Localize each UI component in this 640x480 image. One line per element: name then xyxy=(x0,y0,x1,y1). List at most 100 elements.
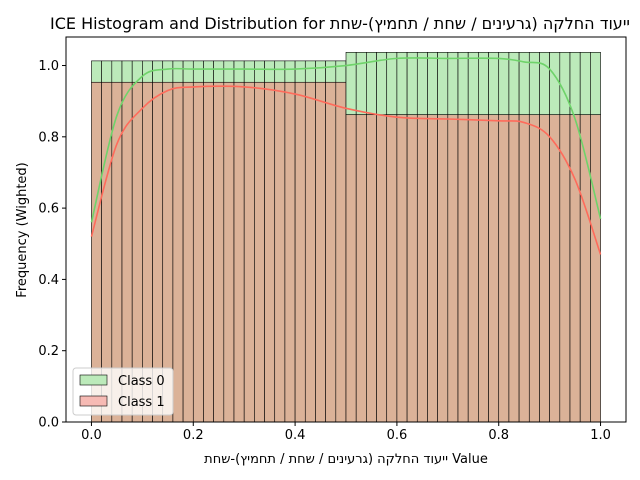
histogram-bar-class-0-49 xyxy=(590,52,601,116)
x-tick-label-1: 0.2 xyxy=(183,428,204,443)
histogram-bar-class-0-37 xyxy=(467,52,479,116)
legend-label-class-1: Class 1 xyxy=(118,395,165,410)
histogram-bar-overlap-32 xyxy=(416,114,428,423)
histogram-bar-class-0-47 xyxy=(569,52,581,116)
histogram-bar-overlap-9 xyxy=(182,81,194,423)
histogram-bar-overlap-47 xyxy=(569,114,581,423)
histogram-bar-overlap-49 xyxy=(590,114,601,423)
histogram-bar-overlap-14 xyxy=(233,81,245,423)
chart-title: ICE Histogram and Distribution for ייעוד… xyxy=(50,14,630,33)
kde-line-class-1 xyxy=(90,85,602,255)
histogram-bar-overlap-40 xyxy=(498,114,510,423)
histogram-bar-class-0-4 xyxy=(131,60,143,83)
histogram-bar-class-0-3 xyxy=(121,60,133,83)
histogram-bar-overlap-42 xyxy=(518,114,530,423)
histogram-bar-overlap-31 xyxy=(406,114,418,423)
legend-swatch-class-1 xyxy=(79,395,108,407)
histogram-bar-class-0-28 xyxy=(376,52,388,116)
legend-swatch-class-0 xyxy=(79,374,108,386)
histogram-bar-class-0-30 xyxy=(396,52,408,116)
histogram-bar-class-0-11 xyxy=(203,60,214,83)
histogram-bar-overlap-10 xyxy=(192,81,204,423)
x-tick-label-5: 1.0 xyxy=(590,428,611,443)
histogram-bar-overlap-28 xyxy=(376,114,388,423)
histogram-bar-overlap-27 xyxy=(366,114,377,423)
histogram-bar-class-0-41 xyxy=(508,52,520,116)
histogram-bar-class-0-9 xyxy=(182,60,194,83)
histogram-bar-overlap-48 xyxy=(579,114,591,423)
histogram-bar-overlap-39 xyxy=(488,114,500,423)
histogram-bar-class-0-40 xyxy=(498,52,510,116)
histogram-bar-overlap-33 xyxy=(427,114,438,423)
histogram-bar-overlap-37 xyxy=(467,114,479,423)
histogram-bar-class-0-2 xyxy=(111,60,123,83)
histogram-bar-overlap-29 xyxy=(386,114,398,423)
histogram-bar-overlap-23 xyxy=(325,81,337,423)
histogram-bar-overlap-30 xyxy=(396,114,408,423)
histogram-bar-class-0-21 xyxy=(304,60,316,83)
histogram-bar-overlap-38 xyxy=(478,114,489,423)
histogram-bar-overlap-15 xyxy=(243,81,255,423)
histogram-bar-overlap-44 xyxy=(539,114,550,423)
histogram-bar-overlap-45 xyxy=(549,114,561,423)
histogram-bar-class-0-26 xyxy=(355,52,367,116)
histogram-bar-class-0-46 xyxy=(559,52,571,116)
histogram-bar-overlap-24 xyxy=(335,81,347,423)
histogram-bar-class-0-32 xyxy=(416,52,428,116)
histogram-bar-class-0-8 xyxy=(172,60,184,83)
x-tick-label-4: 0.8 xyxy=(488,428,509,443)
plot-area: 0.0 0.2 0.4 0.6 0.8 1.0 0.0 0.2 0.4 0.6 0.8 1.0 xyxy=(38,36,627,443)
histogram-bar-class-0-10 xyxy=(192,60,204,83)
histogram-bar-overlap-46 xyxy=(559,114,571,423)
y-tick-label-4: 0.8 xyxy=(38,130,59,145)
histogram-bar-overlap-18 xyxy=(274,81,286,423)
histogram-bar-class-0-1 xyxy=(101,60,113,83)
legend: Class 0 Class 1 xyxy=(72,367,174,416)
histogram-bar-overlap-22 xyxy=(315,81,326,423)
y-tick-label-2: 0.4 xyxy=(38,273,59,288)
histogram-bar-class-0-23 xyxy=(325,60,337,83)
histogram-bar-class-0-38 xyxy=(478,52,489,116)
kde-line-class-0 xyxy=(90,57,602,223)
histogram-bar-overlap-17 xyxy=(264,81,276,423)
histogram-bar-class-0-15 xyxy=(243,60,255,83)
histogram-bar-overlap-25 xyxy=(345,114,357,423)
histogram-bar-overlap-26 xyxy=(355,114,367,423)
y-tick-label-1: 0.2 xyxy=(38,344,59,359)
plot-frame xyxy=(65,36,627,423)
histogram-bar-overlap-41 xyxy=(508,114,520,423)
histogram-bar-overlap-36 xyxy=(457,114,469,423)
histogram-bar-overlap-11 xyxy=(203,81,214,423)
histogram-bar-class-0-14 xyxy=(233,60,245,83)
histogram-bar-class-0-16 xyxy=(254,60,265,83)
histogram-bar-class-0-6 xyxy=(152,60,164,83)
histogram-bar-overlap-12 xyxy=(213,81,225,423)
y-tick-label-5: 1.0 xyxy=(38,59,59,74)
histogram-bar-class-0-45 xyxy=(549,52,561,116)
x-axis-label: ייעוד החלקה (גרעינים / שחת / תחמיץ)-שחת … xyxy=(204,452,488,467)
histogram-bar-class-0-48 xyxy=(579,52,591,116)
histogram-bar-overlap-16 xyxy=(254,81,265,423)
histogram-bar-overlap-21 xyxy=(304,81,316,423)
legend-label-class-0: Class 0 xyxy=(118,374,165,389)
histogram-bar-class-0-25 xyxy=(345,52,357,116)
histogram-bar-class-0-0 xyxy=(91,60,102,83)
histogram-bar-class-0-12 xyxy=(213,60,225,83)
x-tick-label-0: 0.0 xyxy=(81,428,102,443)
histogram-bar-class-0-17 xyxy=(264,60,276,83)
y-tick-label-0: 0.0 xyxy=(38,416,59,431)
histogram-bar-class-0-39 xyxy=(488,52,500,116)
histogram-bar-overlap-8 xyxy=(172,81,184,423)
histogram-bar-overlap-43 xyxy=(528,114,540,423)
y-tick-label-3: 0.6 xyxy=(38,202,59,217)
histogram-bar-class-0-22 xyxy=(315,60,326,83)
histogram-bar-class-0-35 xyxy=(447,52,459,116)
histogram-bar-class-0-24 xyxy=(335,60,347,83)
histogram-bar-class-0-44 xyxy=(539,52,550,116)
histogram-bar-class-0-33 xyxy=(427,52,438,116)
histogram-bar-class-0-31 xyxy=(406,52,418,116)
histogram-bar-class-0-13 xyxy=(223,60,235,83)
x-tick-label-2: 0.4 xyxy=(285,428,306,443)
histogram-bar-overlap-34 xyxy=(437,114,449,423)
